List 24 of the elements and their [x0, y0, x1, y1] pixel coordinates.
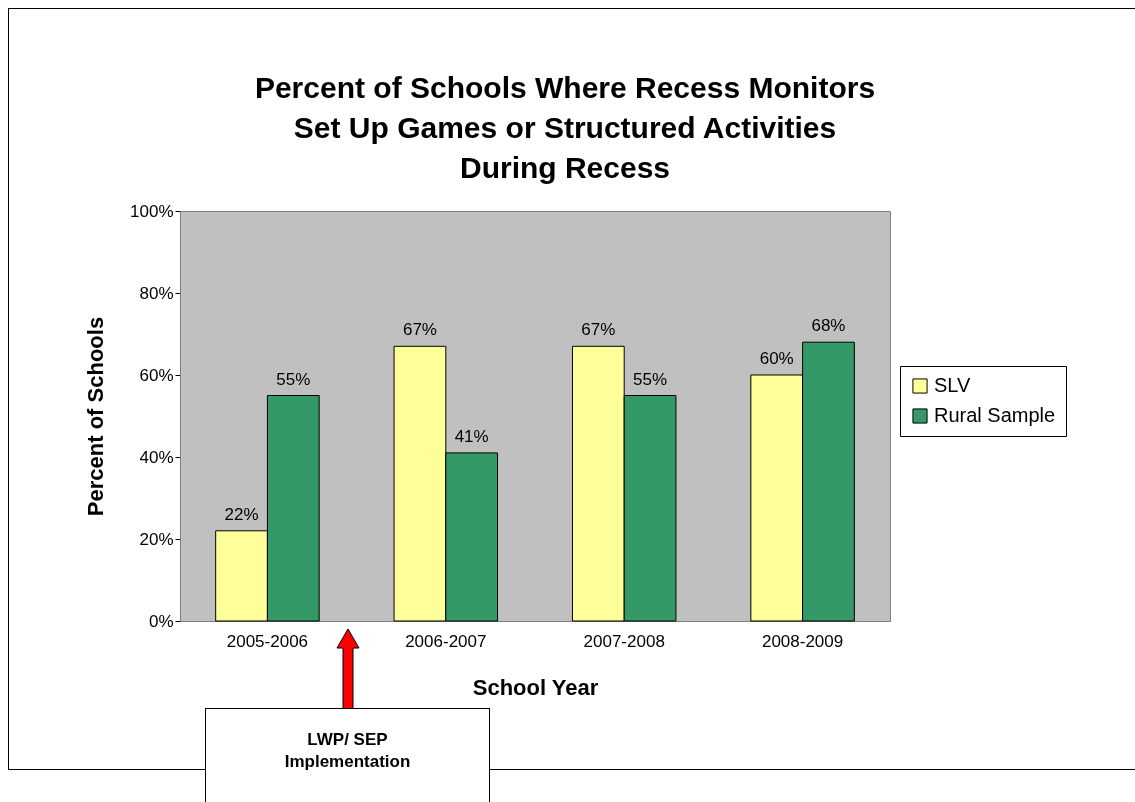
y-tick-label: 40% [139, 447, 174, 467]
data-label: 55% [276, 369, 311, 389]
x-axis-title: School Year [472, 674, 599, 700]
data-label: 67% [581, 320, 616, 340]
x-tick-label: 2006-2007 [405, 631, 487, 651]
data-label: 67% [402, 320, 437, 340]
x-tick-label: 2008-2009 [761, 631, 844, 651]
data-label: 41% [454, 426, 489, 446]
y-tick-label: 80% [139, 283, 174, 303]
x-tick-label: 2007-2008 [583, 631, 665, 651]
y-tick-label: 0% [148, 611, 174, 631]
data-label: 60% [759, 349, 794, 368]
x-tick-label: 2005-2006 [226, 631, 309, 651]
y-tick-label: 60% [139, 365, 174, 385]
data-label: 22% [224, 504, 259, 524]
chart-title: Percent of Schools Where Recess Monitors Set Up Games or Structured Activities During Recess [254, 71, 876, 184]
y-axis-title: Percent of Schools [83, 316, 109, 517]
data-label: 68% [811, 316, 846, 336]
legend-label: SLV [934, 374, 971, 396]
legend-label: Rural Sample [934, 404, 1056, 426]
y-tick-label: 20% [139, 529, 174, 549]
data-label: 55% [633, 369, 668, 389]
y-tick-label: 100% [130, 201, 174, 221]
callout-box: LWP/ SEP Implementation [205, 708, 490, 802]
